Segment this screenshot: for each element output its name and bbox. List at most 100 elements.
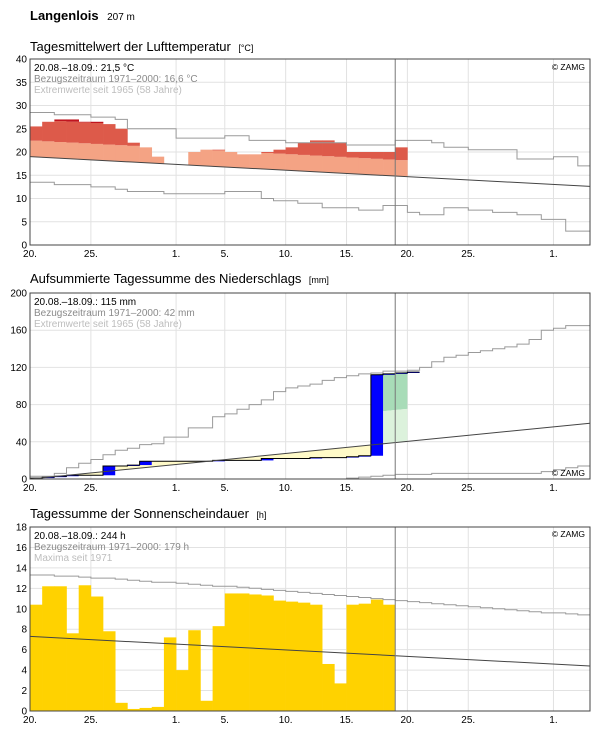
sunshine-bar <box>30 604 43 711</box>
x-tick-label: 5. <box>221 715 229 726</box>
y-tick-label: 15 <box>16 171 28 182</box>
y-tick-label: 2 <box>21 686 27 697</box>
sunshine-bar <box>370 599 384 711</box>
temp-anomaly-bar <box>212 149 226 151</box>
sun-normal-line <box>29 635 591 667</box>
temp-anomaly-bar <box>395 147 408 161</box>
temp-anomaly-bar <box>66 119 79 122</box>
temp-anomaly-bar <box>370 158 384 176</box>
temp-anomaly-bar <box>346 152 359 158</box>
temp-anomaly-bar <box>383 152 396 160</box>
temp-anomaly-bar <box>127 142 140 146</box>
station-name: Langenlois <box>30 8 99 23</box>
temp-anomaly-bar <box>285 154 299 171</box>
temp-panel-title: Tagesmittelwert der Lufttemperatur [°C] <box>30 38 253 55</box>
temp-anomaly-bar <box>224 152 238 168</box>
sun-title: Tagessumme der Sonnenscheindauer <box>30 506 250 521</box>
y-tick-label: 120 <box>10 363 27 374</box>
temp-anomaly-bar <box>54 121 67 142</box>
temp-anomaly-bar <box>297 154 311 172</box>
x-tick-label: 20. <box>23 715 37 726</box>
sunshine-bar <box>261 595 274 711</box>
temp-anomaly-bar <box>66 142 79 159</box>
y-tick-label: 14 <box>16 563 28 574</box>
sun-info-current: 20.08.–18.09.: 244 h <box>34 531 126 542</box>
x-tick-label: 20. <box>400 715 414 726</box>
sunshine-bar <box>90 596 104 711</box>
y-tick-label: 8 <box>21 625 27 636</box>
temp-info-extreme: Extremwerte seit 1965 (58 Jahre) <box>34 85 182 96</box>
sun-info-reference: Bezugszeitraum 1971–2000: 179 h <box>34 542 189 553</box>
x-tick-label: 15. <box>340 715 354 726</box>
precip-cumulative-line <box>30 371 420 479</box>
x-tick-label: 1. <box>172 249 180 260</box>
temp-anomaly-bar <box>188 152 201 166</box>
station-elevation: 207 m <box>107 12 135 23</box>
temp-anomaly-bar <box>42 121 55 142</box>
x-tick-label: 25. <box>84 715 98 726</box>
temp-anomaly-bar <box>66 121 79 143</box>
x-tick-label: 10. <box>279 715 293 726</box>
x-tick-label: 20. <box>23 249 37 260</box>
sunshine-bar <box>163 637 177 711</box>
y-tick-label: 0 <box>21 707 27 718</box>
station-title: Langenlois 207 m <box>30 7 135 24</box>
sunshine-bar <box>383 604 396 711</box>
temp-anomaly-bar <box>334 142 347 157</box>
precip-daily-bar <box>370 374 384 456</box>
temp-anomaly-bar <box>78 143 92 160</box>
temp-anomaly-bar <box>383 159 396 176</box>
temp-anomaly-bar <box>78 122 92 144</box>
temp-anomaly-bar <box>395 160 408 177</box>
temp-anomaly-bar <box>78 121 92 123</box>
sunshine-bar <box>54 586 67 711</box>
x-tick-label: 1. <box>549 715 557 726</box>
y-tick-label: 4 <box>21 666 27 677</box>
x-tick-label: 5. <box>221 249 229 260</box>
temperature-chart: 0 5 10 15 20 25 30 35 40 20. 25. 1. 5. 10. 15. 20. 25. 1. <box>16 55 591 260</box>
precipitation-chart: 0 40 80 120 160 200 20. 25. 1. 5. 10. 15. 20. 25. 1. <box>10 289 591 494</box>
sunshine-bar <box>78 585 92 711</box>
y-tick-label: 12 <box>16 584 28 595</box>
y-tick-label: 160 <box>10 326 27 337</box>
temp-info-current: 20.08.–18.09.: 21,5 °C <box>34 63 134 74</box>
temp-extreme-max-line <box>30 112 590 167</box>
sunshine-bar <box>358 603 372 711</box>
x-tick-label: 25. <box>461 249 475 260</box>
temp-anomaly-bar <box>346 157 359 174</box>
sunshine-bar <box>66 633 79 711</box>
sunshine-bar <box>236 593 250 711</box>
temp-anomaly-bar <box>236 154 250 168</box>
sunshine-bar <box>212 626 226 711</box>
temp-anomaly-bar <box>151 156 165 164</box>
precip-info-reference: Bezugszeitraum 1971–2000: 42 mm <box>34 308 195 319</box>
precip-daily-bar <box>139 461 152 466</box>
sunshine-bar <box>176 670 189 711</box>
temp-anomaly-bar <box>42 141 55 158</box>
sunshine-bar <box>139 707 153 711</box>
x-tick-label: 25. <box>84 483 98 494</box>
sunshine-bar <box>285 601 299 711</box>
sun-info-extreme: Maxima seit 1971 <box>34 553 113 564</box>
temp-anomaly-bar <box>285 147 299 155</box>
temp-unit: [°C] <box>238 43 253 53</box>
x-tick-label: 1. <box>549 249 557 260</box>
temp-anomaly-bar <box>103 144 116 161</box>
x-tick-label: 5. <box>221 483 229 494</box>
y-tick-label: 6 <box>21 645 27 656</box>
temp-anomaly-bar <box>358 152 372 159</box>
sun-unit: [h] <box>256 510 266 520</box>
temp-anomaly-bar <box>200 149 213 167</box>
temp-anomaly-bar <box>90 123 104 144</box>
sunshine-bar <box>297 602 311 711</box>
temp-anomaly-bar <box>370 152 384 159</box>
plot-frame <box>29 58 591 246</box>
sunshine-bar <box>151 706 165 711</box>
y-tick-label: 0 <box>21 475 27 486</box>
sunshine-bar <box>334 683 347 711</box>
sunshine-bar <box>200 700 213 711</box>
temp-normal-line <box>29 156 591 187</box>
x-tick-label: 20. <box>400 483 414 494</box>
temp-anomaly-bar <box>334 156 347 174</box>
precip-title: Aufsummierte Tagessumme des Niederschlag… <box>30 271 302 286</box>
